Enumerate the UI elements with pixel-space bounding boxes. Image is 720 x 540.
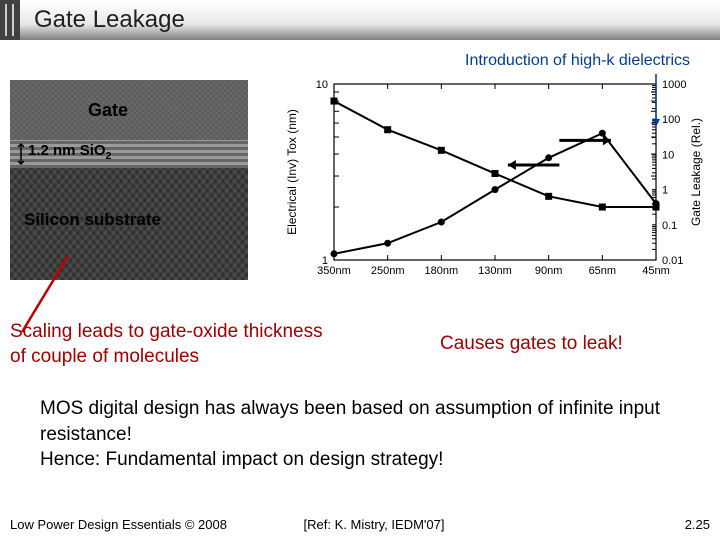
- footer: Low Power Design Essentials © 2008 [Ref:…: [10, 517, 710, 532]
- svg-text:65nm: 65nm: [589, 265, 617, 277]
- leakage-chart: 1100.010.11101001000350nm250nm180nm130nm…: [280, 74, 710, 288]
- svg-text:10: 10: [316, 79, 328, 91]
- footer-page: 2.25: [685, 517, 710, 532]
- svg-text:90nm: 90nm: [535, 265, 563, 277]
- title-bar: Gate Leakage: [0, 0, 720, 40]
- body-paragraph: MOS digital design has always been based…: [40, 396, 680, 473]
- svg-text:1: 1: [662, 185, 668, 197]
- svg-text:45nm: 45nm: [642, 265, 670, 277]
- footer-copyright: Low Power Design Essentials © 2008: [10, 517, 227, 532]
- svg-text:100: 100: [662, 114, 680, 126]
- svg-text:1000: 1000: [662, 79, 686, 91]
- tem-substrate-label: Silicon substrate: [24, 210, 161, 230]
- svg-text:Gate Leakage (Rel.): Gate Leakage (Rel.): [689, 118, 703, 226]
- tem-gate-label: Gate: [88, 100, 128, 121]
- svg-text:180nm: 180nm: [425, 265, 459, 277]
- oxide-material-sub: 2: [106, 150, 112, 162]
- thickness-arrow-icon: [16, 142, 26, 166]
- title-bar-decoration: [0, 0, 20, 40]
- svg-text:350nm: 350nm: [317, 265, 351, 277]
- svg-text:130nm: 130nm: [478, 265, 512, 277]
- dielectric-annotation: Introduction of high-k dielectrics: [465, 52, 690, 70]
- caption-scaling: Scaling leads to gate-oxide thickness of…: [10, 320, 340, 369]
- oxide-material: SiO: [80, 142, 106, 159]
- oxide-thickness: 1.2 nm: [28, 142, 76, 159]
- slide-title: Gate Leakage: [34, 6, 185, 34]
- tem-cross-section: Gate 1.2 nm SiO2 Silicon substrate: [10, 80, 248, 280]
- svg-text:Electrical (Inv) Tox (nm): Electrical (Inv) Tox (nm): [285, 109, 299, 235]
- caption-leak: Causes gates to leak!: [440, 333, 623, 355]
- tem-oxide-label: 1.2 nm SiO2: [20, 142, 111, 162]
- svg-text:0.1: 0.1: [662, 220, 677, 232]
- tem-gate-band: [10, 80, 248, 140]
- footer-ref: [Ref: K. Mistry, IEDM'07]: [304, 517, 445, 532]
- svg-text:250nm: 250nm: [371, 265, 405, 277]
- svg-text:10: 10: [662, 149, 674, 161]
